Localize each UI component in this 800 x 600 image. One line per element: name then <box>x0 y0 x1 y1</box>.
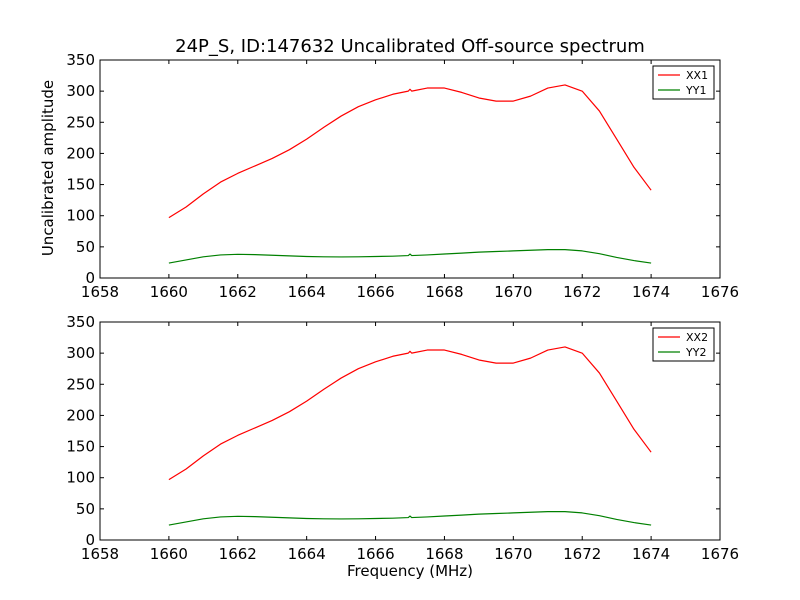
x-tick-label: 1668 <box>425 283 463 301</box>
y-tick-label: 150 <box>66 438 95 456</box>
y-tick-label: 200 <box>66 406 95 424</box>
plot-area <box>99 59 721 279</box>
x-tick-label: 1666 <box>356 545 394 563</box>
y-tick-label: 150 <box>66 176 95 194</box>
y-tick-label: 300 <box>66 82 95 100</box>
x-tick-label: 1662 <box>219 545 257 563</box>
y-tick-label: 200 <box>66 144 95 162</box>
figure-title: 24P_S, ID:147632 Uncalibrated Off-source… <box>175 36 645 57</box>
x-tick-label: 1668 <box>425 545 463 563</box>
x-tick-label: 1658 <box>81 283 119 301</box>
x-tick-label: 1676 <box>701 283 739 301</box>
y-tick-label: 350 <box>66 51 95 69</box>
x-tick-label: 1676 <box>701 545 739 563</box>
y-tick-label: 250 <box>66 375 95 393</box>
x-tick-label: 1660 <box>150 545 188 563</box>
top-subplot: 1658 1660 1662 1664 1666 1668 1670 1672 1674 1676… <box>66 51 739 301</box>
y-tick-label: 0 <box>85 531 95 549</box>
legend-box <box>652 65 715 100</box>
x-tick-label: 1670 <box>494 545 532 563</box>
y-tick-label: 100 <box>66 469 95 487</box>
legend-box <box>652 327 715 362</box>
legend-label-yy1: YY1 <box>685 84 706 97</box>
legend-label-xx1: XX1 <box>686 69 708 82</box>
y-tick-label: 300 <box>66 344 95 362</box>
y-tick-label: 250 <box>66 113 95 131</box>
x-tick-label: 1674 <box>632 545 670 563</box>
x-tick-label: 1672 <box>563 545 601 563</box>
y-tick-label: 50 <box>76 238 95 256</box>
x-tick-label: 1662 <box>219 283 257 301</box>
y-tick-label: 50 <box>76 500 95 518</box>
x-tick-label: 1664 <box>288 545 326 563</box>
x-tick-label: 1674 <box>632 283 670 301</box>
x-axis-label: Frequency (MHz) <box>347 562 473 580</box>
series-line-yy1 <box>168 249 652 264</box>
x-tick-label: 1672 <box>563 283 601 301</box>
y-axis-label: Uncalibrated amplitude <box>39 80 57 256</box>
series-line-xx1 <box>168 84 652 219</box>
x-tick-label: 1670 <box>494 283 532 301</box>
x-tick-label: 1666 <box>356 283 394 301</box>
legend-label-xx2: XX2 <box>686 331 708 344</box>
y-tick-label: 100 <box>66 207 95 225</box>
x-tick-label: 1660 <box>150 283 188 301</box>
bottom-subplot: 1658 1660 1662 1664 1666 1668 1670 1672 1674 1676… <box>66 313 739 563</box>
legend-label-yy2: YY2 <box>685 346 706 359</box>
x-tick-label: 1664 <box>288 283 326 301</box>
plot-area <box>99 321 721 541</box>
series-line-xx2 <box>168 346 652 481</box>
y-tick-label: 0 <box>85 269 95 287</box>
x-tick-label: 1658 <box>81 545 119 563</box>
y-tick-label: 350 <box>66 313 95 331</box>
series-line-yy2 <box>168 511 652 526</box>
